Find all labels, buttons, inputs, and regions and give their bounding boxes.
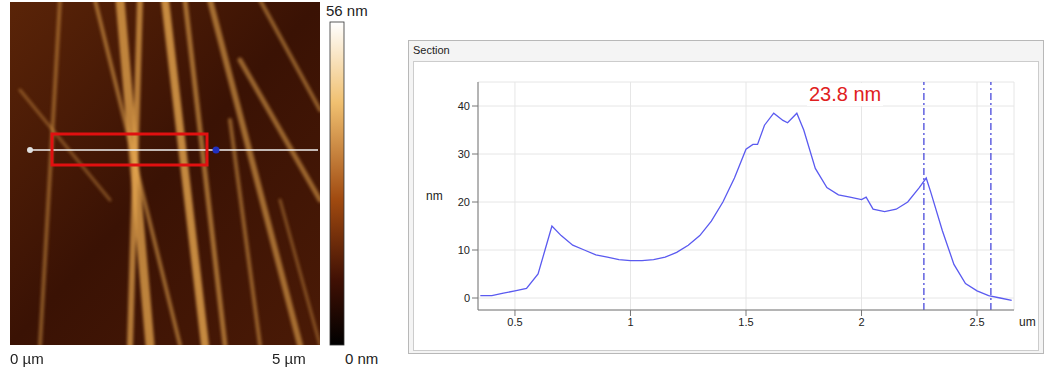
html-text:56 nm: 56 nm <box>326 2 368 19</box>
svg-text:um: um <box>1019 315 1036 329</box>
svg-text:0.5: 0.5 <box>507 316 522 328</box>
svg-text:20: 20 <box>458 196 470 208</box>
svg-text:30: 30 <box>458 148 470 160</box>
svg-text:0: 0 <box>464 292 470 304</box>
html-text:23.8 nm: 23.8 nm <box>809 83 882 105</box>
svg-text:10: 10 <box>458 244 470 256</box>
svg-text:2: 2 <box>858 316 864 328</box>
svg-text:nm: nm <box>426 189 443 203</box>
svg-text:1: 1 <box>627 316 633 328</box>
html-text:0 µm: 0 µm <box>10 350 44 367</box>
svg-text:40: 40 <box>458 100 470 112</box>
html-text:5 µm: 5 µm <box>272 350 306 367</box>
html-text:Section: Section <box>413 44 450 56</box>
svg-text:2.5: 2.5 <box>969 316 984 328</box>
html-text:0 nm: 0 nm <box>345 350 379 367</box>
svg-text:1.5: 1.5 <box>738 316 753 328</box>
